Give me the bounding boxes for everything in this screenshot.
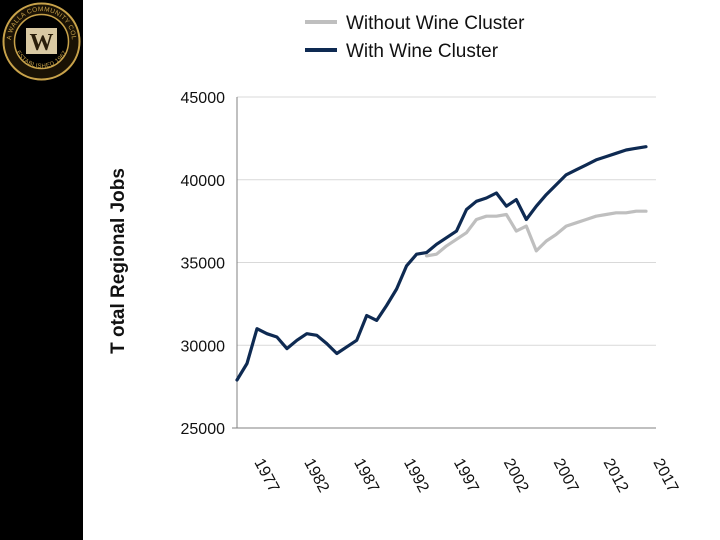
x-tick-label-2002: 2002 (500, 456, 532, 495)
x-tick-label-1982: 1982 (300, 456, 332, 495)
y-tick-label-45000: 45000 (181, 90, 226, 107)
college-seal-logo: WALLA WALLA COMMUNITY COLLEGE ESTABLISHE… (0, 0, 83, 83)
svg-text:W: W (30, 30, 54, 56)
legend: Without Wine Cluster With Wine Cluster (305, 13, 525, 62)
series-line-without-wine-cluster (424, 209, 648, 258)
legend-label-with-wine-cluster: With Wine Cluster (346, 41, 499, 62)
x-tick-label-2012: 2012 (600, 456, 632, 495)
grid-lines (237, 96, 656, 346)
x-tick-label-1977: 1977 (250, 456, 282, 495)
x-tick-label-1997: 1997 (450, 456, 482, 495)
axes (232, 97, 656, 429)
x-tick-label-2017: 2017 (649, 456, 681, 495)
y-tick-label-35000: 35000 (181, 256, 226, 273)
y-tick-label-25000: 25000 (181, 421, 226, 438)
x-tick-label-2007: 2007 (550, 456, 582, 495)
series-lines (235, 145, 648, 382)
series-line-with-wine-cluster (235, 145, 648, 382)
y-tick-label-40000: 40000 (181, 173, 226, 190)
y-tick-labels: 25000 30000 35000 40000 45000 (181, 90, 226, 438)
legend-label-without-wine-cluster: Without Wine Cluster (346, 13, 525, 34)
y-tick-label-30000: 30000 (181, 338, 226, 355)
y-axis-label: T otal Regional Jobs (108, 168, 129, 354)
x-tick-label-1987: 1987 (350, 456, 382, 495)
slide-background (83, 0, 720, 540)
x-tick-label-1992: 1992 (400, 456, 432, 495)
x-tick-labels: 1977 1982 1987 1992 1997 2002 2007 2012 2017 (250, 456, 681, 495)
